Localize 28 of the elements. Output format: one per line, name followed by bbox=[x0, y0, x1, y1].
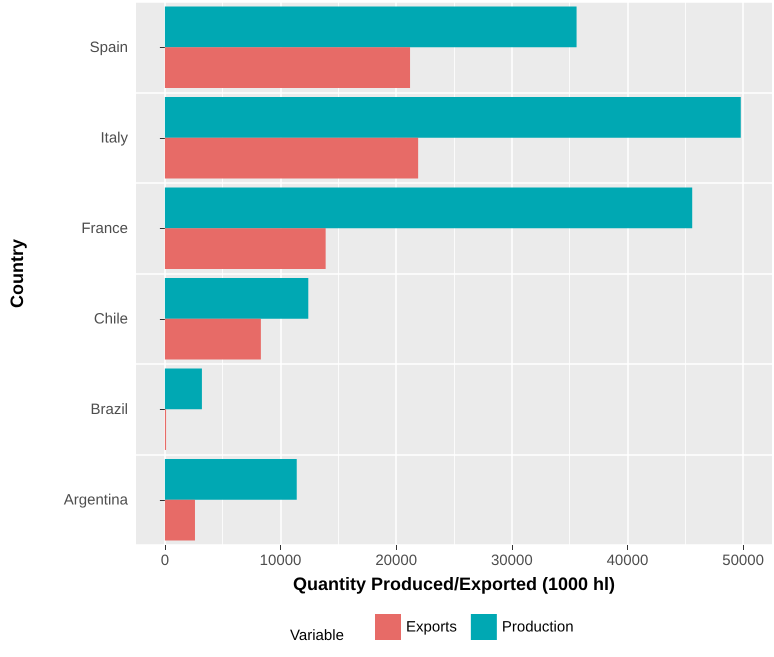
bar bbox=[164, 97, 741, 138]
y-tick-label: Spain bbox=[90, 38, 128, 56]
x-tick-label: 0 bbox=[160, 552, 170, 569]
legend-label: Exports bbox=[406, 618, 457, 636]
y-tick-label: Argentina bbox=[64, 491, 129, 508]
x-tick-label: 40000 bbox=[606, 552, 648, 569]
x-tick-label: 20000 bbox=[375, 552, 418, 569]
bar bbox=[164, 459, 297, 500]
legend-title: Variable bbox=[290, 627, 344, 644]
legend-label: Production bbox=[502, 618, 574, 636]
y-tick-label: Italy bbox=[100, 129, 128, 146]
y-tick-label: France bbox=[81, 220, 128, 237]
bar bbox=[164, 318, 261, 360]
y-axis-title: Country bbox=[7, 239, 27, 308]
y-tick-label: Brazil bbox=[90, 400, 128, 418]
bar bbox=[164, 228, 326, 269]
bar bbox=[164, 188, 692, 228]
bar bbox=[164, 47, 410, 88]
bar bbox=[164, 500, 195, 540]
x-tick-label: 10000 bbox=[260, 552, 302, 569]
bar bbox=[164, 368, 202, 410]
x-tick-label: 50000 bbox=[722, 552, 764, 569]
x-tick-label: 30000 bbox=[490, 552, 533, 569]
y-tick-label: Chile bbox=[94, 310, 128, 328]
bar bbox=[164, 278, 308, 319]
bar bbox=[164, 6, 577, 48]
x-axis-title: Quantity Produced/Exported (1000 hl) bbox=[292, 574, 616, 594]
bar bbox=[164, 138, 418, 178]
